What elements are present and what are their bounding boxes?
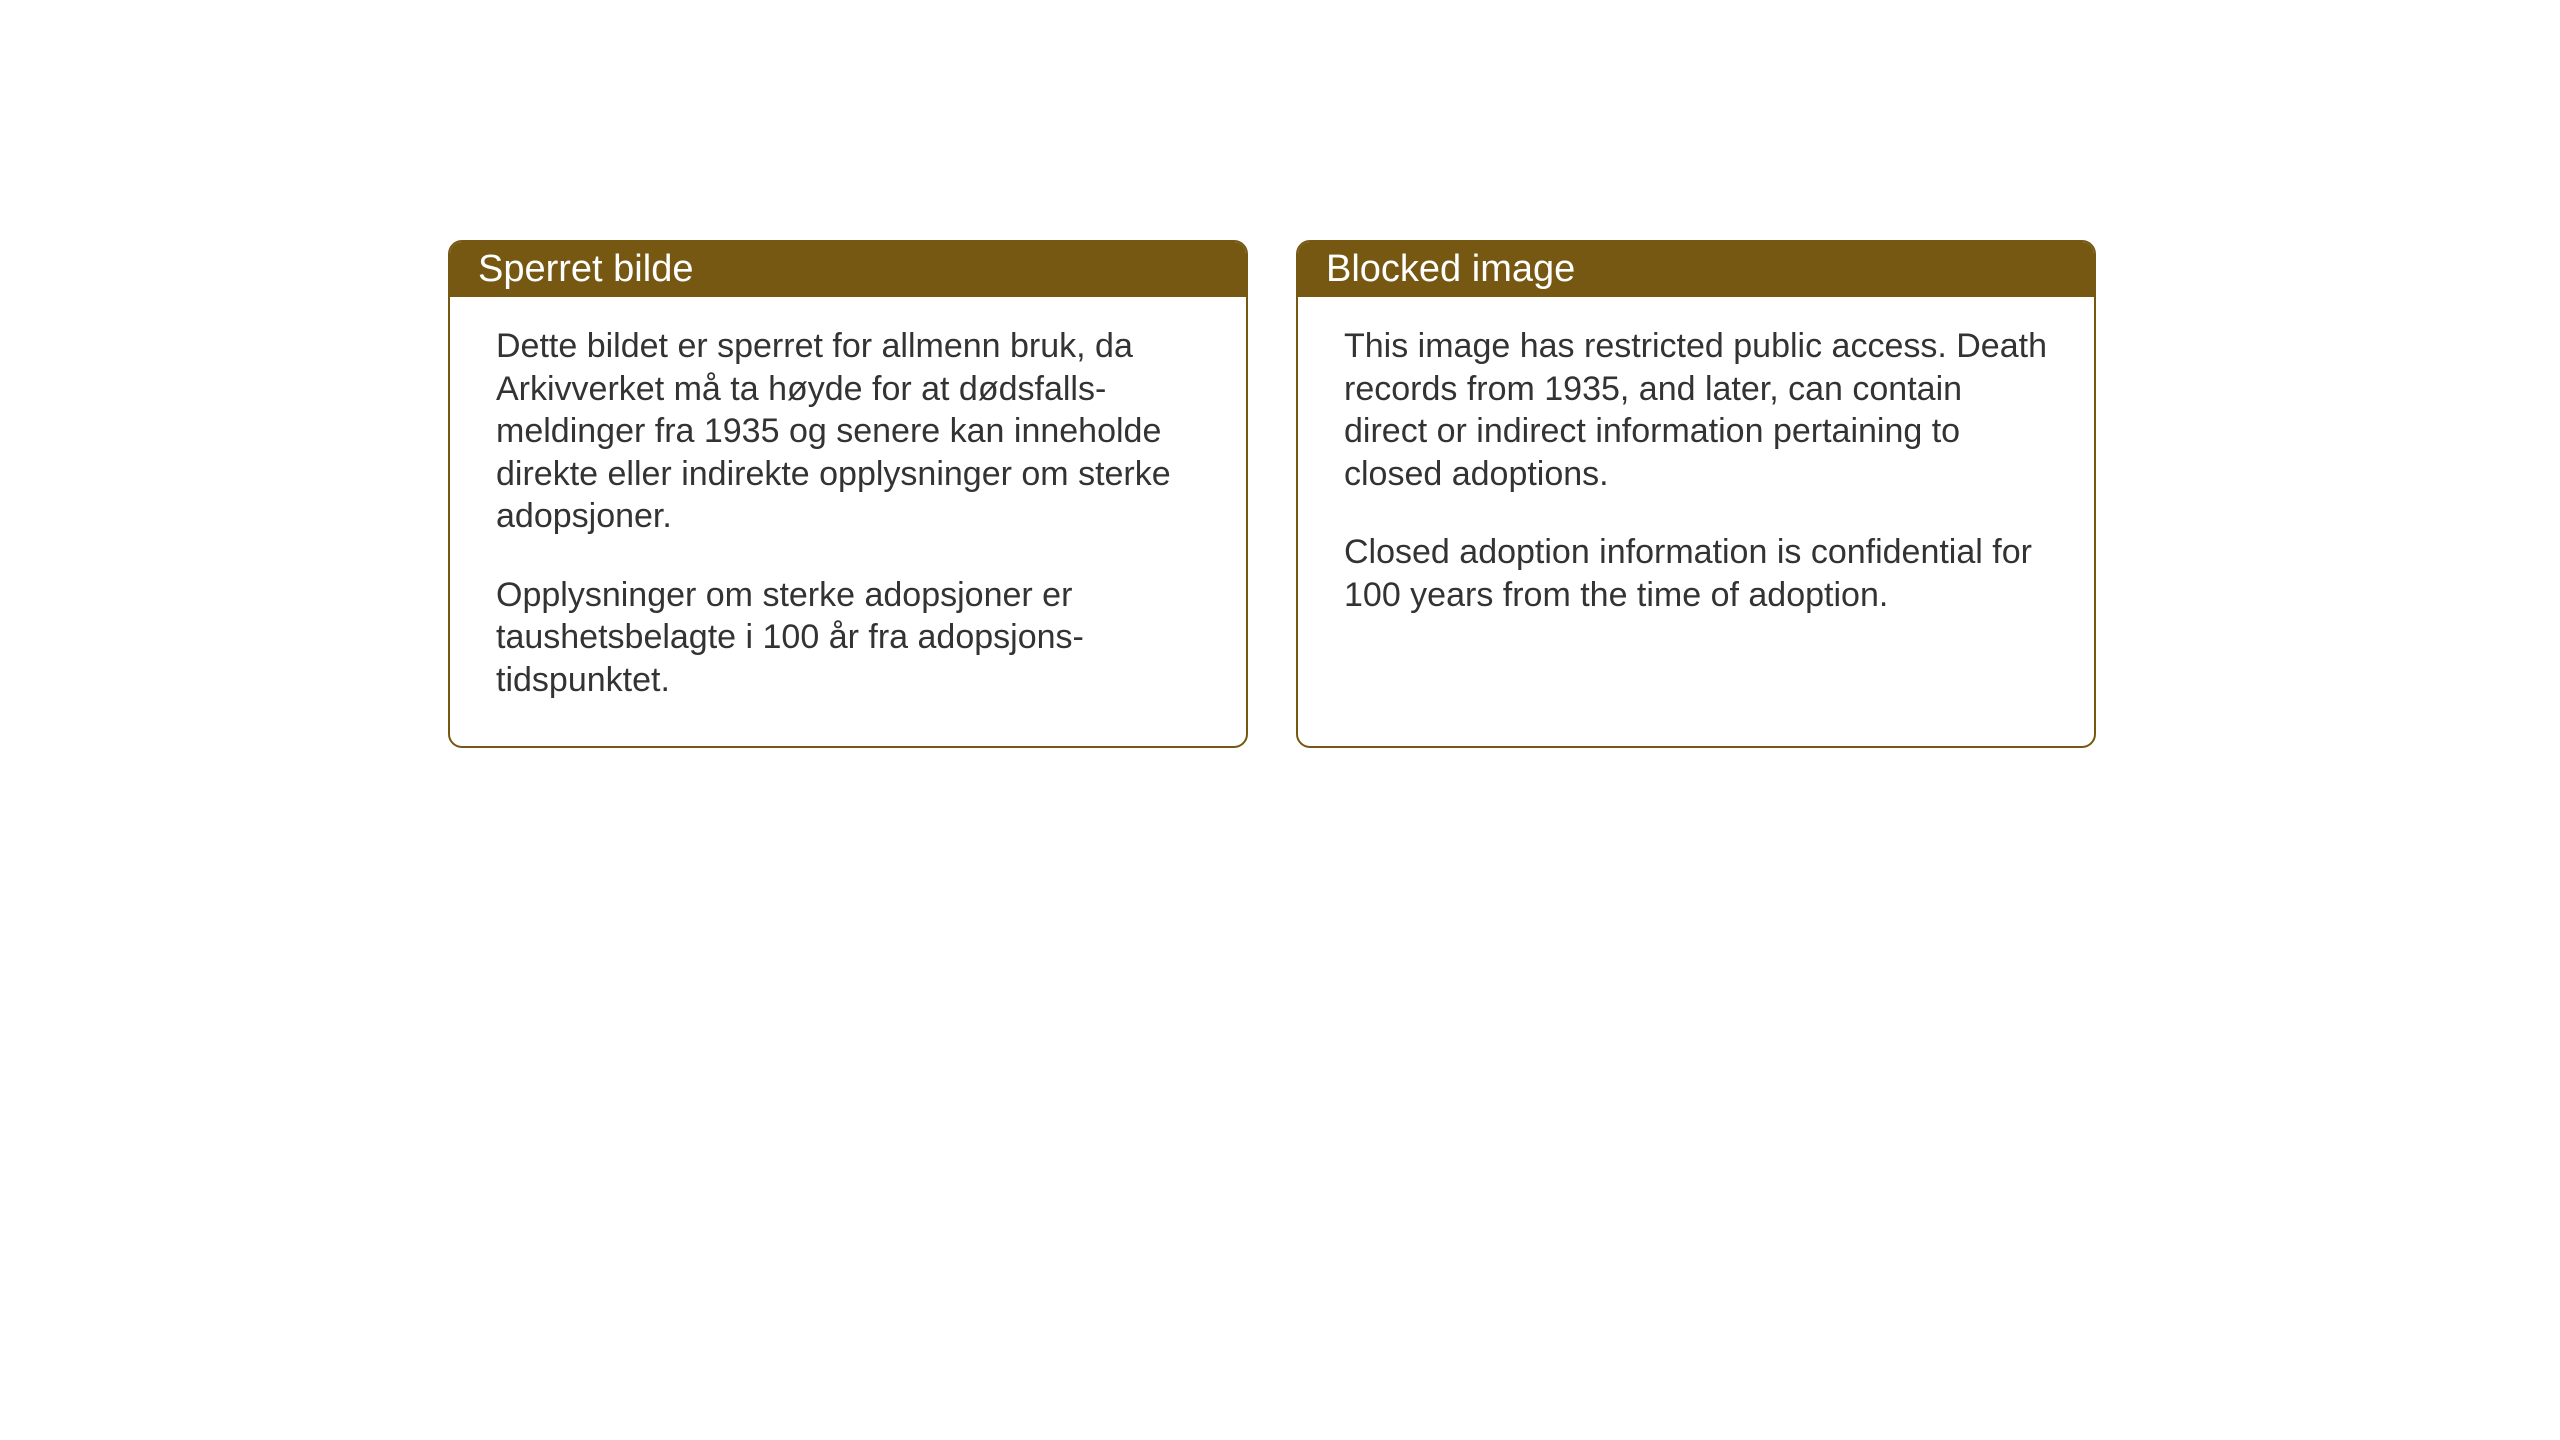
card-header-english: Blocked image (1298, 242, 2094, 297)
notice-card-norwegian: Sperret bilde Dette bildet er sperret fo… (448, 240, 1248, 748)
paragraph-english-1: This image has restricted public access.… (1344, 325, 2048, 495)
card-body-norwegian: Dette bildet er sperret for allmenn bruk… (450, 297, 1246, 737)
paragraph-english-2: Closed adoption information is confident… (1344, 531, 2048, 616)
paragraph-norwegian-2: Opplysninger om sterke adopsjoner er tau… (496, 574, 1200, 702)
notice-card-english: Blocked image This image has restricted … (1296, 240, 2096, 748)
notice-container: Sperret bilde Dette bildet er sperret fo… (448, 240, 2096, 748)
card-header-norwegian: Sperret bilde (450, 242, 1246, 297)
paragraph-norwegian-1: Dette bildet er sperret for allmenn bruk… (496, 325, 1200, 538)
card-body-english: This image has restricted public access.… (1298, 297, 2094, 652)
